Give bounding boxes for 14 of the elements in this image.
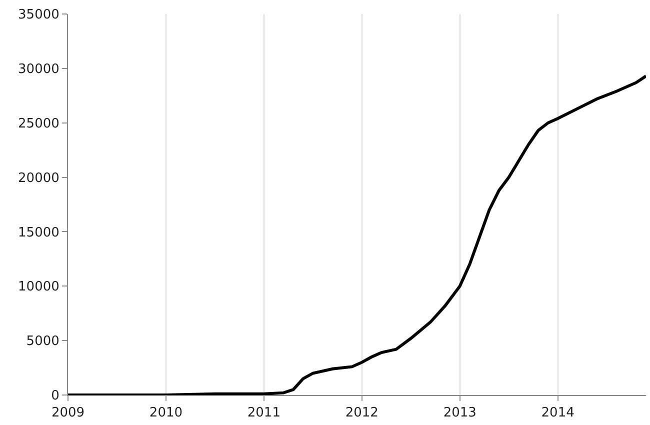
x-tick-label: 2011 — [247, 406, 280, 421]
x-tick-label: 2010 — [149, 406, 183, 421]
x-tick-label: 2009 — [51, 406, 85, 421]
x-tick-label: 2012 — [345, 406, 378, 421]
y-tick-label: 20000 — [18, 170, 60, 186]
x-tick-label: 2014 — [541, 406, 574, 421]
y-tick-label: 10000 — [18, 280, 60, 295]
y-tick-label: 15000 — [18, 225, 60, 240]
y-tick-label: 0 — [51, 388, 60, 404]
y-tick-label: 30000 — [18, 62, 60, 77]
x-tick-label: 2013 — [443, 406, 476, 421]
y-tick-label: 5000 — [26, 334, 60, 350]
y-tick-label: 35000 — [18, 8, 60, 23]
y-tick-label: 25000 — [18, 116, 60, 132]
